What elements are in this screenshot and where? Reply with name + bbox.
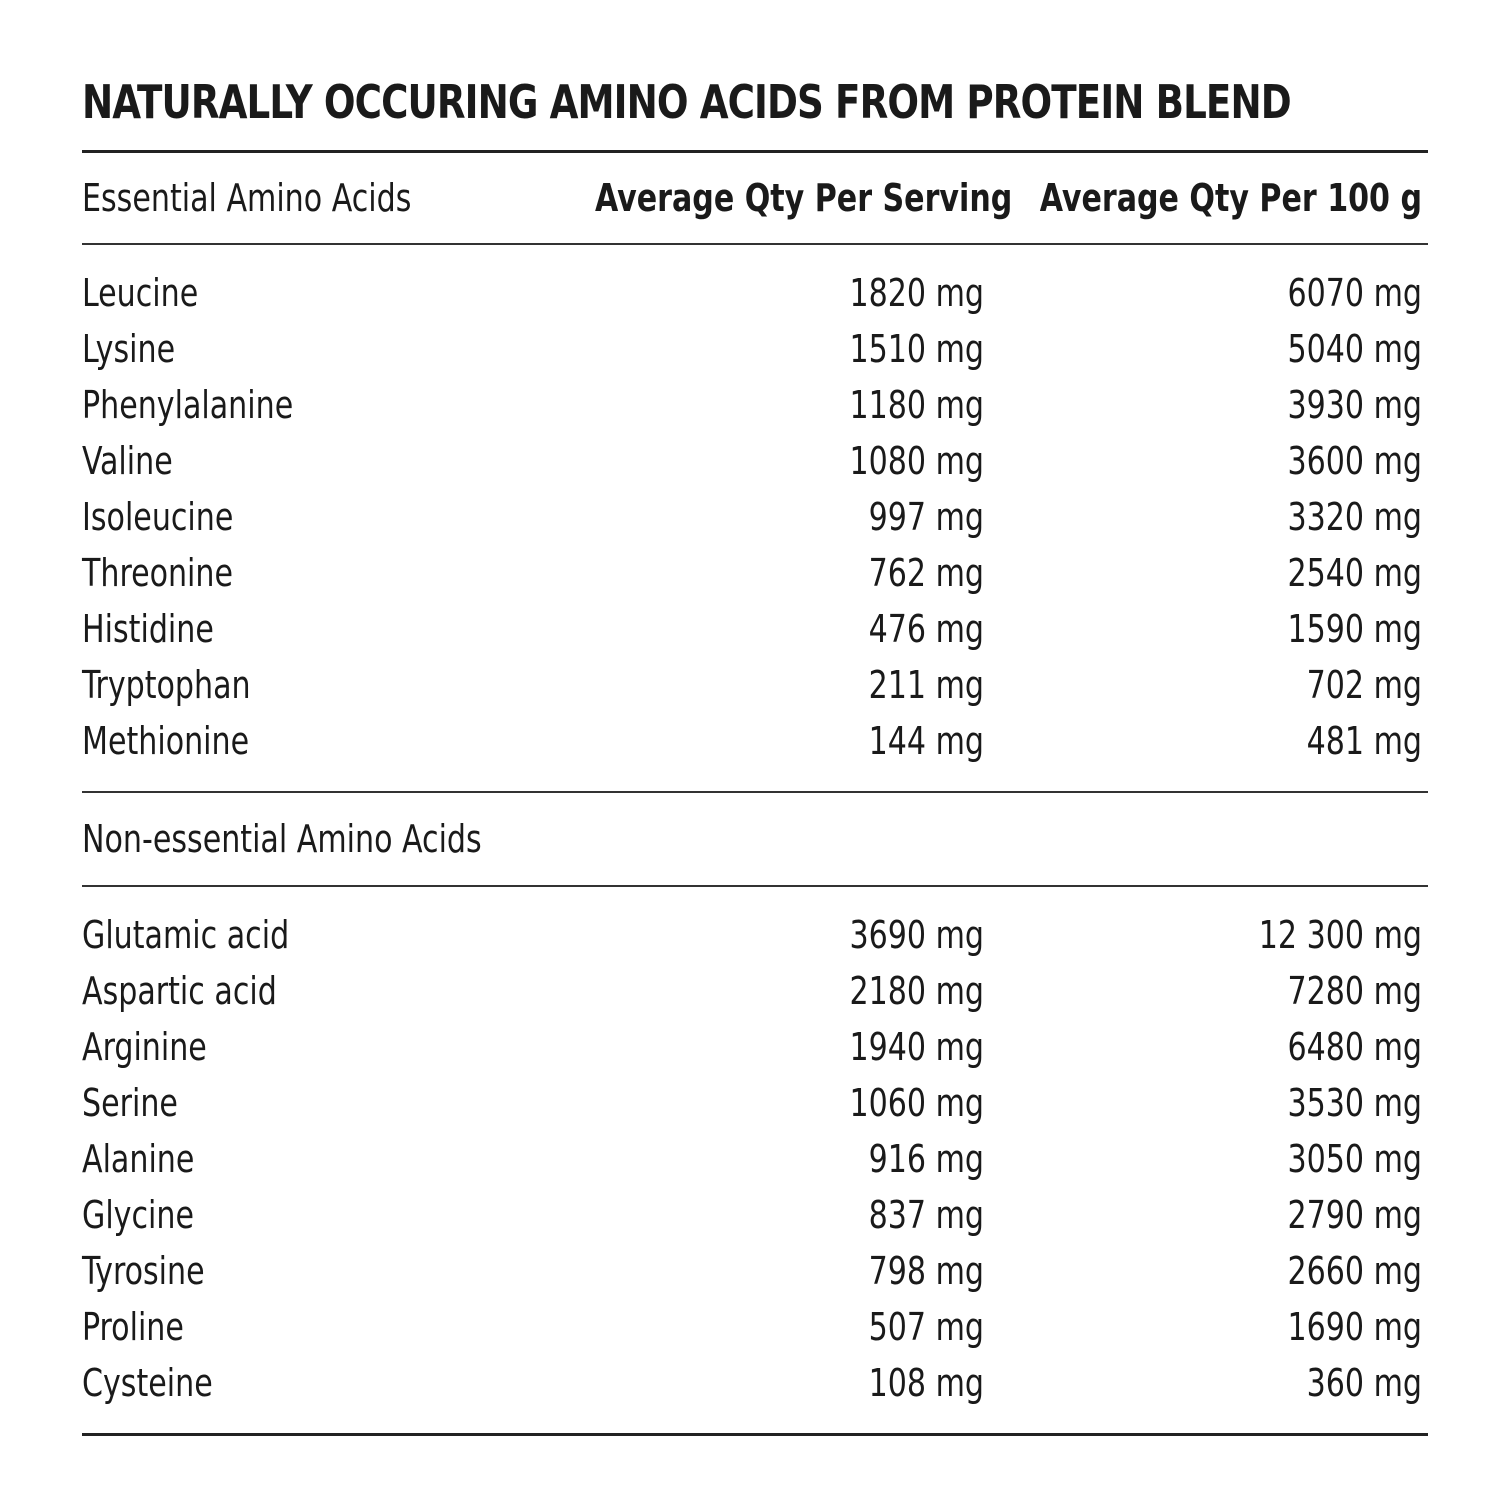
table-cell: 702 mg [1306,663,1422,707]
table-cell: Methionine [82,719,250,763]
table-cell: Cysteine [82,1361,213,1405]
table-cell: 6070 mg [1287,271,1422,315]
table-cell: Isoleucine [82,495,234,539]
divider [82,1433,1428,1436]
table-cell: 476 mg [868,607,984,651]
table-cell: 144 mg [868,719,984,763]
header-cell: Average Qty Per 100 g [1039,176,1422,220]
table-cell: 1820 mg [849,271,984,315]
table-cell: 2540 mg [1287,551,1422,595]
table-row: Phenylalanine 1180 mg 3930 mg [82,377,1428,433]
table-row: Valine 1080 mg 3600 mg [82,433,1428,489]
table-cell: Histidine [82,607,214,651]
table-cell: Leucine [82,271,199,315]
table-row: Tyrosine 798 mg 2660 mg [82,1243,1428,1299]
table-cell: 5040 mg [1287,327,1422,371]
table-cell: Valine [82,439,173,483]
table-cell: 211 mg [868,663,984,707]
table-cell: 1940 mg [849,1025,984,1069]
table-cell: 916 mg [868,1137,984,1181]
table-row: Leucine 1820 mg 6070 mg [82,265,1428,321]
table-cell: Glycine [82,1193,194,1237]
table-cell: Tryptophan [82,663,251,707]
table-cell: 481 mg [1306,719,1422,763]
divider [82,150,1428,153]
table-cell: Proline [82,1305,184,1349]
table-cell: Phenylalanine [82,383,294,427]
header-cell: Essential Amino Acids [82,176,412,220]
table-row: Arginine 1940 mg 6480 mg [82,1019,1428,1075]
table-row: Lysine 1510 mg 5040 mg [82,321,1428,377]
table-cell: 108 mg [868,1361,984,1405]
table-row: Serine 1060 mg 3530 mg [82,1075,1428,1131]
subheading: Non-essential Amino Acids [82,817,482,861]
table-cell: 3930 mg [1287,383,1422,427]
table-cell: 1060 mg [849,1081,984,1125]
table-cell: 837 mg [868,1193,984,1237]
table-cell: 1690 mg [1287,1305,1422,1349]
table-cell: 762 mg [868,551,984,595]
table-cell: 1080 mg [849,439,984,483]
table-cell: 360 mg [1306,1361,1422,1405]
table-row: Aspartic acid 2180 mg 7280 mg [82,963,1428,1019]
table-cell: Glutamic acid [82,913,290,957]
table-cell: 1180 mg [849,383,984,427]
divider [82,243,1428,245]
table-cell: 798 mg [868,1249,984,1293]
essential-section: Leucine 1820 mg 6070 mg Lysine 1510 mg 5040 m… [82,245,1428,791]
table-cell: 3530 mg [1287,1081,1422,1125]
table-cell: 2790 mg [1287,1193,1422,1237]
table-row: Proline 507 mg 1690 mg [82,1299,1428,1355]
header-row: Essential Amino Acids Average Qty Per Se… [82,153,1428,243]
table-cell: 3600 mg [1287,439,1422,483]
divider [82,791,1428,793]
table-cell: Serine [82,1081,178,1125]
table-cell: Alanine [82,1137,195,1181]
table-cell: 3320 mg [1287,495,1422,539]
divider [82,885,1428,887]
table-cell: 2180 mg [849,969,984,1013]
table-cell: 2660 mg [1287,1249,1422,1293]
table-cell: 6480 mg [1287,1025,1422,1069]
table-cell: 3050 mg [1287,1137,1422,1181]
table-row: Glutamic acid 3690 mg 12 300 mg [82,907,1428,963]
table-cell: 1590 mg [1287,607,1422,651]
table-row: Alanine 916 mg 3050 mg [82,1131,1428,1187]
table-row: Cysteine 108 mg 360 mg [82,1355,1428,1411]
title: NATURALLY OCCURING AMINO ACIDS FROM PROT… [82,75,1292,129]
table-cell: Threonine [82,551,234,595]
table-row: Threonine 762 mg 2540 mg [82,545,1428,601]
table-row: Isoleucine 997 mg 3320 mg [82,489,1428,545]
table-row: Methionine 144 mg 481 mg [82,713,1428,769]
table-cell: 3690 mg [849,913,984,957]
table-row: Glycine 837 mg 2790 mg [82,1187,1428,1243]
table-row: Histidine 476 mg 1590 mg [82,601,1428,657]
table-cell: 7280 mg [1287,969,1422,1013]
table-cell: 12 300 mg [1258,913,1422,957]
table-cell: 997 mg [868,495,984,539]
table-cell: 1510 mg [849,327,984,371]
non-essential-section: Glutamic acid 3690 mg 12 300 mg Aspartic ac… [82,887,1428,1433]
table-cell: Arginine [82,1025,207,1069]
nutrition-table: NATURALLY OCCURING AMINO ACIDS FROM PROT… [82,70,1428,1436]
table-cell: Lysine [82,327,176,371]
table-cell: Tyrosine [82,1249,205,1293]
subheading-row: Non-essential Amino Acids [82,793,1428,885]
table-cell: Aspartic acid [82,969,277,1013]
table-cell: 507 mg [868,1305,984,1349]
table-row: Tryptophan 211 mg 702 mg [82,657,1428,713]
header-cell: Average Qty Per Serving [595,176,1013,220]
